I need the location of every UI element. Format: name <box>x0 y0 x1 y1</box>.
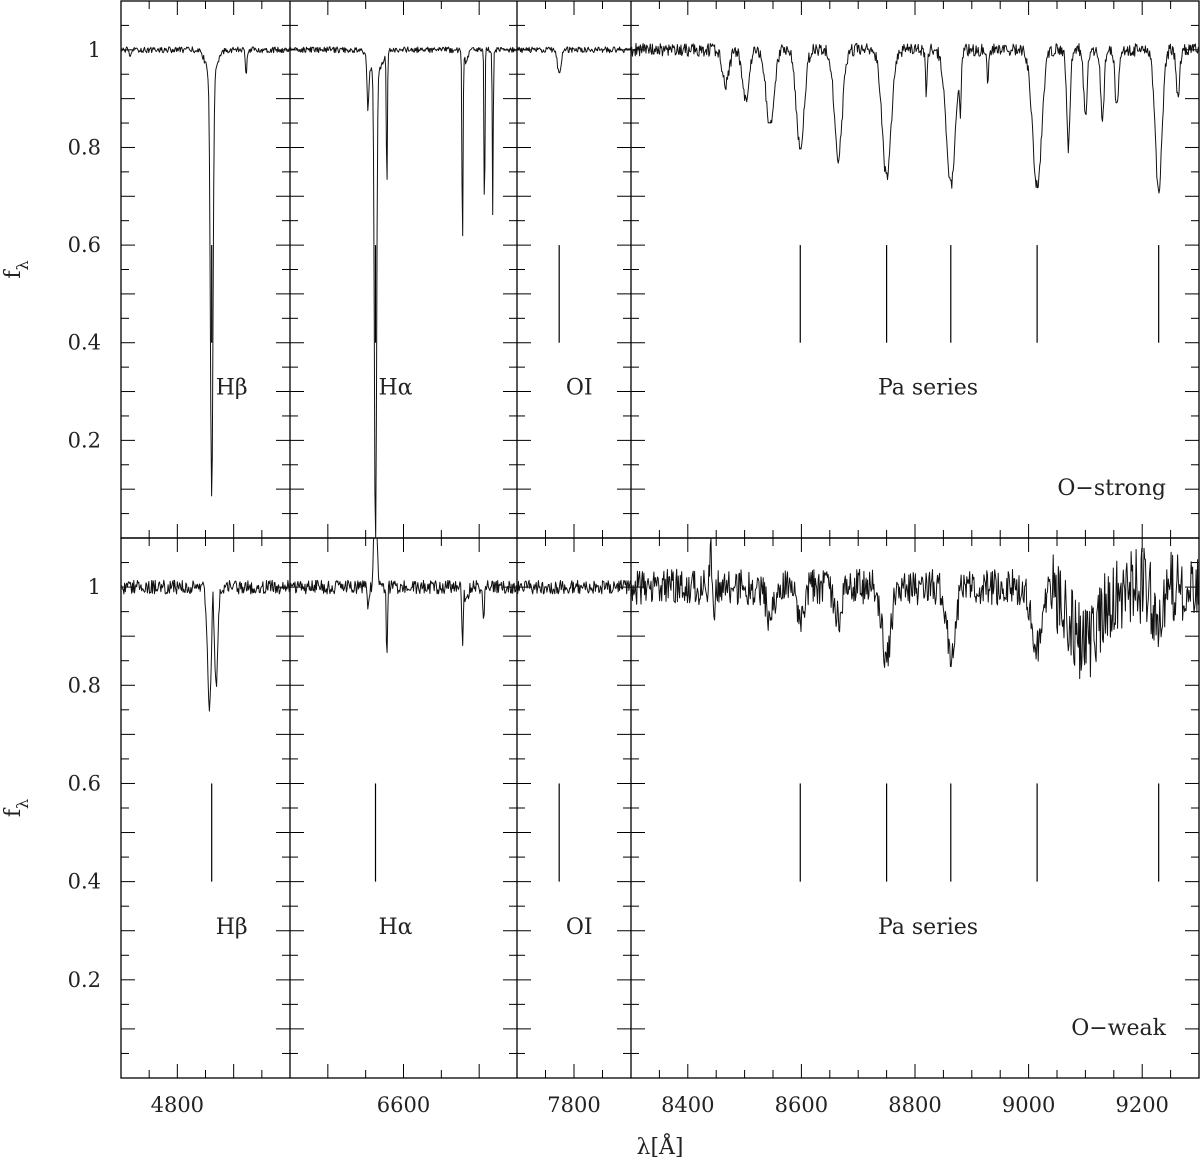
line-label: Hβ <box>216 376 248 401</box>
line-label: Pa series <box>878 376 978 401</box>
line-label: Hα <box>378 376 412 401</box>
x-tick-label: 7800 <box>547 1093 600 1117</box>
panel-o-strong: 0.2 0.4 0.6 0.8 1 fλ Hβ Hα OI Pa series O−strong <box>1 0 1200 539</box>
y-tick-label: 1 <box>88 575 101 599</box>
x-tick-label: 8400 <box>661 1093 714 1117</box>
y-tick-label: 0.8 <box>68 135 101 159</box>
y-tick-label: 0.4 <box>68 870 101 894</box>
y-tick-label: 0.2 <box>68 968 101 992</box>
line-label: Hβ <box>216 915 248 940</box>
spectrum-line <box>516 579 632 595</box>
y-tick-label: 0.6 <box>68 771 101 795</box>
y-tick-label: 0.2 <box>68 428 101 452</box>
x-tick-label: 9200 <box>1115 1093 1168 1117</box>
spectrum-line <box>120 579 291 712</box>
spectrum-line <box>289 537 518 653</box>
x-axis-title: λ[Å] <box>637 1132 684 1160</box>
y-axis-title-sub: λ <box>13 260 32 270</box>
y-tick-label: 0.8 <box>68 673 101 697</box>
y-axis-title: fλ <box>1 260 32 278</box>
line-label: Pa series <box>878 915 978 940</box>
y-tick-label: 0.6 <box>68 233 101 257</box>
y-axis-title-main: f <box>1 269 26 279</box>
spectrum-line <box>516 46 632 74</box>
line-label: OI <box>566 915 593 940</box>
y-axis-title-sub: λ <box>13 799 32 809</box>
x-tick-label: 6600 <box>377 1093 430 1117</box>
spectrum-line <box>289 46 518 539</box>
spectrum-line <box>630 537 1200 680</box>
spectrum-line <box>630 42 1200 194</box>
panel-label: O−strong <box>1057 476 1166 501</box>
y-tick-label: 0.4 <box>68 331 101 355</box>
x-tick-label: 8600 <box>775 1093 828 1117</box>
x-tick-label: 9000 <box>1002 1093 1055 1117</box>
line-label: OI <box>566 376 593 401</box>
y-axis-title-main: f <box>1 807 26 817</box>
panel-o-weak: 0.2 0.4 0.6 0.8 1 fλ Hβ Hα OI Pa series O−weak <box>1 537 1200 1079</box>
spectrum-line <box>120 46 291 497</box>
y-axis-title: fλ <box>1 799 32 817</box>
x-tick-label: 4800 <box>151 1093 204 1117</box>
panel-label: O−weak <box>1071 1016 1166 1041</box>
x-tick-label: 8800 <box>888 1093 941 1117</box>
line-label: Hα <box>378 915 412 940</box>
y-tick-label: 1 <box>88 38 101 62</box>
